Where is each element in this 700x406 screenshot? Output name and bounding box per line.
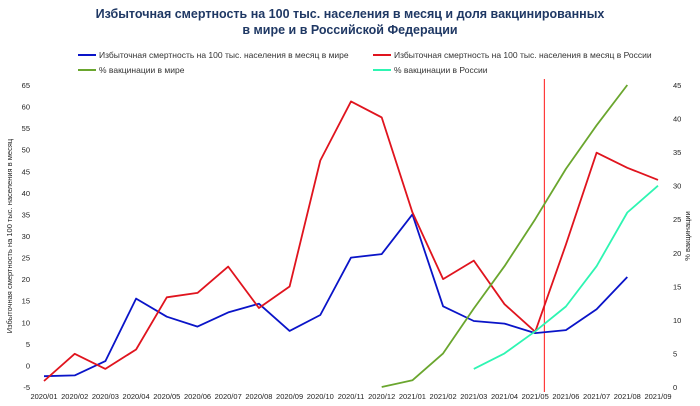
x-tick-label: 2020/12 (368, 392, 395, 401)
right-tick-label: 15 (673, 282, 681, 291)
left-tick-label: 25 (22, 254, 30, 263)
x-tick-label: 2021/06 (552, 392, 579, 401)
x-tick-label: 2021/07 (583, 392, 610, 401)
x-tick-label: 2021/08 (614, 392, 641, 401)
right-tick-label: 30 (673, 182, 681, 191)
right-tick-label: 40 (673, 115, 681, 124)
chart-title-line-2: в мире и в Российской Федерации (242, 23, 457, 37)
right-tick-label: 35 (673, 148, 681, 157)
right-tick-label: 0 (673, 383, 677, 392)
x-tick-label: 2020/08 (245, 392, 272, 401)
right-tick-label: 25 (673, 215, 681, 224)
x-tick-label: 2021/09 (644, 392, 671, 401)
left-axis: -5 0 5 10 15 20 25 30 35 40 45 50 55 60 65 (22, 81, 30, 392)
x-tick-label: 2020/01 (30, 392, 57, 401)
x-tick-label: 2021/01 (399, 392, 426, 401)
x-tick-label: 2020/05 (153, 392, 180, 401)
legend-label-russia-vaccination: % вакцинации в России (394, 65, 488, 75)
legend-label-world-mortality: Избыточная смертность на 100 тыс. населе… (99, 50, 349, 60)
left-tick-label: 30 (22, 232, 30, 241)
x-tick-label: 2020/10 (307, 392, 334, 401)
left-tick-label: 65 (22, 81, 30, 90)
left-tick-label: 60 (22, 103, 30, 112)
left-tick-label: 45 (22, 167, 30, 176)
x-tick-label: 2020/04 (123, 392, 150, 401)
right-axis-label: % вакцинации (683, 211, 692, 261)
left-axis-label: Избыточная смертность на 100 тыс. населе… (5, 138, 14, 333)
series-line-russia-mortality (43, 100, 659, 382)
right-axis: 0 5 10 15 20 25 30 35 40 45 (673, 81, 681, 392)
legend-label-world-vaccination: % вакцинации в мире (99, 65, 185, 75)
left-tick-label: 35 (22, 210, 30, 219)
series-line-world-vaccination (381, 84, 629, 388)
x-tick-label: 2020/07 (215, 392, 242, 401)
right-tick-label: 45 (673, 81, 681, 90)
series-line-russia-vaccination (473, 185, 659, 370)
left-tick-label: -5 (23, 383, 30, 392)
right-tick-label: 5 (673, 349, 677, 358)
right-tick-label: 10 (673, 316, 681, 325)
left-tick-label: 10 (22, 318, 30, 327)
x-tick-label: 2021/03 (460, 392, 487, 401)
x-tick-label: 2020/11 (338, 392, 365, 401)
left-tick-label: 50 (22, 146, 30, 155)
x-tick-label: 2021/02 (430, 392, 457, 401)
legend-label-russia-mortality: Избыточная смертность на 100 тыс. населе… (394, 50, 652, 60)
x-tick-label: 2020/03 (92, 392, 119, 401)
series-line-world-mortality (43, 213, 628, 378)
left-tick-label: 40 (22, 189, 30, 198)
x-axis: 2020/01 2020/02 2020/03 2020/04 2020/05 2020/… (30, 392, 671, 401)
right-tick-label: 20 (673, 249, 681, 258)
chart-title-line-1: Избыточная смертность на 100 тыс. населе… (96, 7, 605, 21)
legend: Избыточная смертность на 100 тыс. населе… (78, 50, 652, 75)
left-tick-label: 0 (26, 361, 30, 370)
x-tick-label: 2020/06 (184, 392, 211, 401)
x-tick-label: 2020/09 (276, 392, 303, 401)
x-tick-label: 2020/02 (61, 392, 88, 401)
left-tick-label: 20 (22, 275, 30, 284)
left-tick-label: 15 (22, 297, 30, 306)
series-layer (43, 84, 659, 388)
x-tick-label: 2021/05 (522, 392, 549, 401)
left-tick-label: 5 (26, 340, 30, 349)
x-tick-label: 2021/04 (491, 392, 518, 401)
left-tick-label: 55 (22, 124, 30, 133)
